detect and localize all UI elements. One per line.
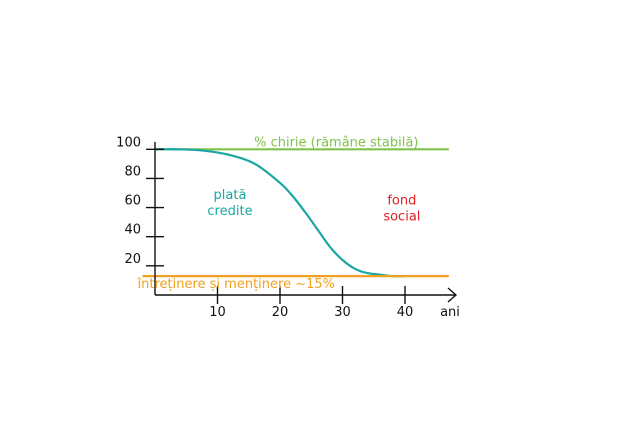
- series-layer: [142, 148, 449, 278]
- annotation-credit-line-1: plată: [214, 188, 247, 203]
- y-tick-label-20: 20: [124, 252, 141, 267]
- annotation-credit-line-2: credite: [207, 204, 252, 219]
- annotation-fund-line-1: fond: [387, 194, 416, 209]
- annotation-fund-line-2: social: [383, 210, 420, 225]
- x-tick-label-40: 40: [397, 305, 414, 320]
- y-tick-label-60: 60: [124, 194, 141, 209]
- y-tick-label-40: 40: [124, 223, 141, 238]
- annotation-rent: % chirie (rămâne stabilă): [254, 135, 418, 150]
- annotation-maintenance: întreținere și menținere ~15%: [137, 277, 335, 292]
- annotation-credit: plată credite: [207, 188, 252, 219]
- x-tick-label-30: 30: [334, 305, 351, 320]
- y-tick-label-100: 100: [116, 135, 141, 150]
- annotation-maintenance-line-1: întreținere și menținere ~15%: [137, 277, 335, 292]
- axes: 20 40 60 80 100 10 20 30 40 ani: [116, 135, 460, 320]
- series-line-credit: [154, 148, 406, 278]
- x-axis-arrow-icon: [447, 287, 458, 303]
- annotation-rent-line-1: % chirie (rămâne stabilă): [254, 135, 418, 150]
- y-tick-label-80: 80: [124, 164, 141, 179]
- annotation-fund: fond social: [383, 194, 420, 225]
- x-axis-unit-label: ani: [440, 305, 460, 320]
- annotations: % chirie (rămâne stabilă) plată credite fon…: [137, 135, 421, 292]
- x-tick-label-20: 20: [272, 305, 289, 320]
- x-tick-label-10: 10: [209, 305, 226, 320]
